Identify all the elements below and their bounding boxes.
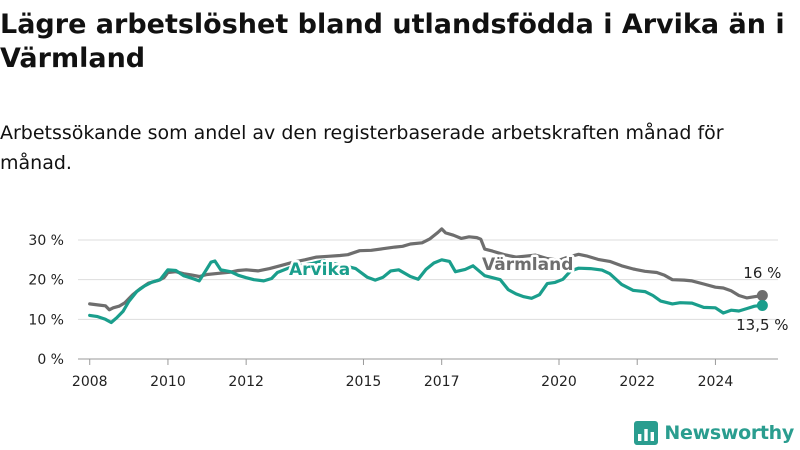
end-point-varmland — [756, 290, 768, 302]
grid-layer — [78, 239, 778, 360]
x-tick-label: 2015 — [346, 374, 382, 390]
series-line-arvika — [88, 258, 764, 325]
x-tick-label: 2008 — [72, 374, 108, 390]
y-tick-label: 10 % — [28, 312, 64, 328]
label-layer: Arvika Värmland 16 % 13,5 % — [287, 253, 789, 335]
y-tick-label: 30 % — [28, 233, 64, 249]
series-label-varmland: Värmland — [482, 255, 573, 275]
x-tick-label: 2010 — [150, 374, 186, 390]
axis-layer: 0 % 10 % 20 % 30 % 2008 2010 2012 2015 2017 2020 2… — [28, 233, 733, 390]
end-label-arvika: 13,5 % — [736, 316, 788, 334]
series-line-vrmland — [88, 227, 764, 312]
bar-chart-logo-icon — [634, 421, 659, 445]
y-tick-label: 20 % — [28, 273, 64, 289]
x-tick-label: 2022 — [619, 374, 655, 390]
series-layer — [88, 227, 768, 325]
x-tick-label: 2017 — [424, 374, 460, 390]
x-tick-label: 2012 — [228, 374, 264, 390]
y-tick-label: 0 % — [37, 352, 64, 368]
end-point-arvika — [756, 299, 768, 311]
x-tick-label: 2020 — [541, 374, 577, 390]
chart-title: Lägre arbetslöshet bland utlandsfödda i … — [0, 9, 785, 74]
x-tick-label: 2024 — [698, 374, 734, 390]
brand-name: Newsworthy — [664, 422, 794, 444]
series-label-arvika: Arvika — [289, 260, 350, 280]
line-chart: 0 % 10 % 20 % 30 % 2008 2010 2012 2015 2017 2020 2… — [28, 227, 789, 390]
end-label-varmland: 16 % — [743, 264, 781, 282]
chart-subtitle: Arbetssökande som andel av den registerb… — [0, 122, 724, 174]
newsworthy-brand[interactable]: Newsworthy — [634, 420, 794, 446]
